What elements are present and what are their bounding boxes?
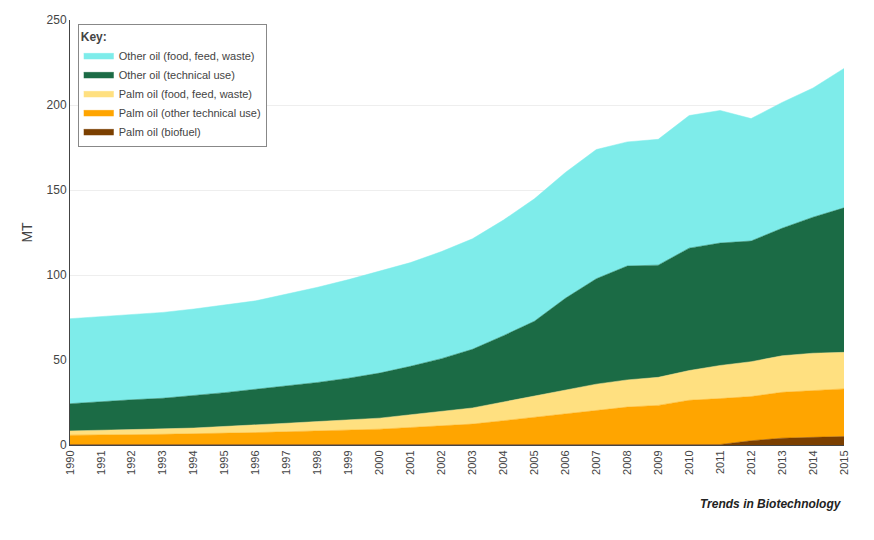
svg-text:200: 200 [47, 98, 67, 112]
svg-text:2015: 2015 [838, 450, 850, 474]
svg-text:MT: MT [19, 222, 35, 243]
svg-text:Palm oil (biofuel): Palm oil (biofuel) [119, 126, 201, 138]
svg-text:1992: 1992 [125, 450, 137, 474]
svg-text:2009: 2009 [652, 450, 664, 474]
svg-text:1991: 1991 [95, 450, 107, 474]
svg-text:Trends in Biotechnology: Trends in Biotechnology [700, 497, 842, 511]
svg-text:2012: 2012 [745, 450, 757, 474]
svg-text:Palm oil (food, feed, waste): Palm oil (food, feed, waste) [119, 88, 252, 100]
svg-text:2004: 2004 [497, 450, 509, 474]
svg-text:150: 150 [47, 183, 67, 197]
svg-text:2007: 2007 [590, 450, 602, 474]
svg-text:1993: 1993 [156, 450, 168, 474]
svg-text:Other oil (food, feed, waste): Other oil (food, feed, waste) [119, 50, 255, 62]
svg-text:1995: 1995 [218, 450, 230, 474]
svg-text:100: 100 [47, 268, 67, 282]
svg-text:Other oil (technical use): Other oil (technical use) [119, 69, 235, 81]
svg-text:2005: 2005 [528, 450, 540, 474]
svg-text:2003: 2003 [466, 450, 478, 474]
svg-text:1998: 1998 [311, 450, 323, 474]
svg-text:2013: 2013 [776, 450, 788, 474]
svg-text:1990: 1990 [64, 450, 76, 474]
svg-text:0: 0 [60, 438, 67, 452]
svg-text:2006: 2006 [559, 450, 571, 474]
svg-text:1996: 1996 [249, 450, 261, 474]
svg-text:Palm oil (other technical use): Palm oil (other technical use) [119, 107, 261, 119]
svg-text:2014: 2014 [807, 450, 819, 474]
svg-text:2011: 2011 [714, 450, 726, 474]
svg-text:1999: 1999 [342, 450, 354, 474]
svg-text:2008: 2008 [621, 450, 633, 474]
svg-text:2010: 2010 [683, 450, 695, 474]
svg-text:2000: 2000 [373, 450, 385, 474]
svg-text:2001: 2001 [404, 450, 416, 474]
svg-text:Key:: Key: [81, 30, 107, 44]
svg-text:250: 250 [47, 13, 67, 27]
svg-text:2002: 2002 [435, 450, 447, 474]
svg-text:1997: 1997 [280, 450, 292, 474]
svg-text:1994: 1994 [187, 450, 199, 474]
svg-text:50: 50 [53, 353, 67, 367]
